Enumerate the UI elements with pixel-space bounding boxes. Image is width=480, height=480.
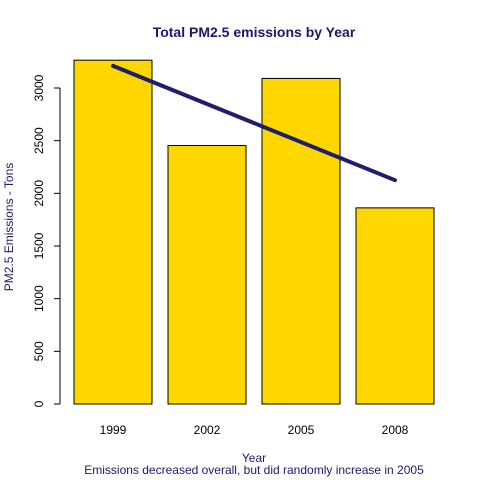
- chart-subtitle: Emissions decreased overall, but did ran…: [84, 463, 424, 477]
- y-tick-label: 1000: [32, 285, 46, 312]
- bar-2005: [261, 77, 341, 405]
- trend-line: [111, 63, 397, 183]
- y-axis: 0 500 1000 1500 2000 2500 3000: [32, 74, 61, 407]
- chart-title: Total PM2.5 emissions by Year: [153, 24, 356, 40]
- bar-2002: [167, 145, 247, 405]
- y-axis-label: PM2.5 Emissions - Tons: [2, 163, 16, 292]
- y-tick-label: 500: [32, 341, 46, 361]
- x-tick-labels: 1999 2002 2005 2008: [100, 423, 409, 437]
- x-tick-label: 1999: [100, 423, 127, 437]
- x-tick-label: 2008: [382, 423, 409, 437]
- y-tick-label: 1500: [32, 232, 46, 259]
- y-tick-label: 0: [32, 400, 46, 407]
- x-axis-label: Year: [242, 451, 266, 465]
- y-tick-label: 2000: [32, 180, 46, 207]
- y-tick-label: 2500: [32, 127, 46, 154]
- y-tick-label: 3000: [32, 74, 46, 101]
- bar-2008: [355, 207, 435, 405]
- bar-1999: [73, 59, 153, 405]
- bars-group: [73, 59, 435, 405]
- x-tick-label: 2002: [194, 423, 221, 437]
- x-tick-label: 2005: [288, 423, 315, 437]
